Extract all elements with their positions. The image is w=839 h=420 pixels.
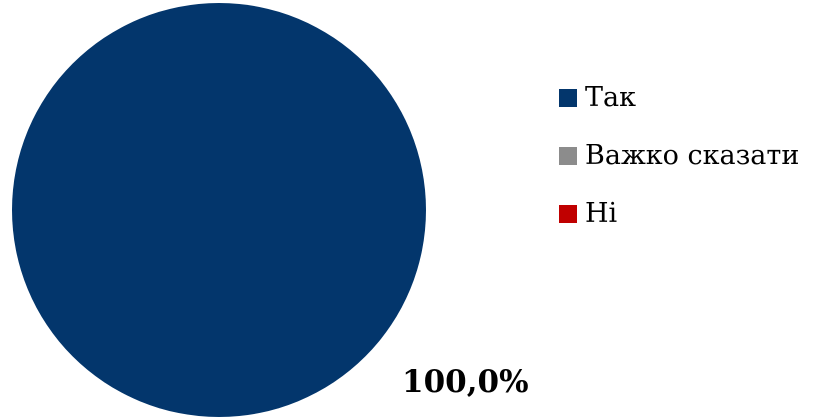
legend-item-tak: Так (559, 78, 799, 118)
slice-data-label: 100,0% (402, 364, 529, 400)
legend-swatch-hard-to-say (559, 147, 577, 165)
legend-swatch-ni (559, 205, 577, 223)
legend-label-hard-to-say: Важко сказати (585, 140, 800, 171)
legend-item-ni: Ні (559, 194, 799, 234)
legend-label-ni: Ні (585, 198, 618, 229)
pie-slices (12, 3, 426, 417)
legend-label-tak: Так (585, 82, 636, 113)
legend: Так Важко сказати Ні (559, 78, 799, 252)
pie-slice-0 (12, 3, 426, 417)
legend-item-hard-to-say: Важко сказати (559, 136, 799, 176)
legend-swatch-tak (559, 89, 577, 107)
